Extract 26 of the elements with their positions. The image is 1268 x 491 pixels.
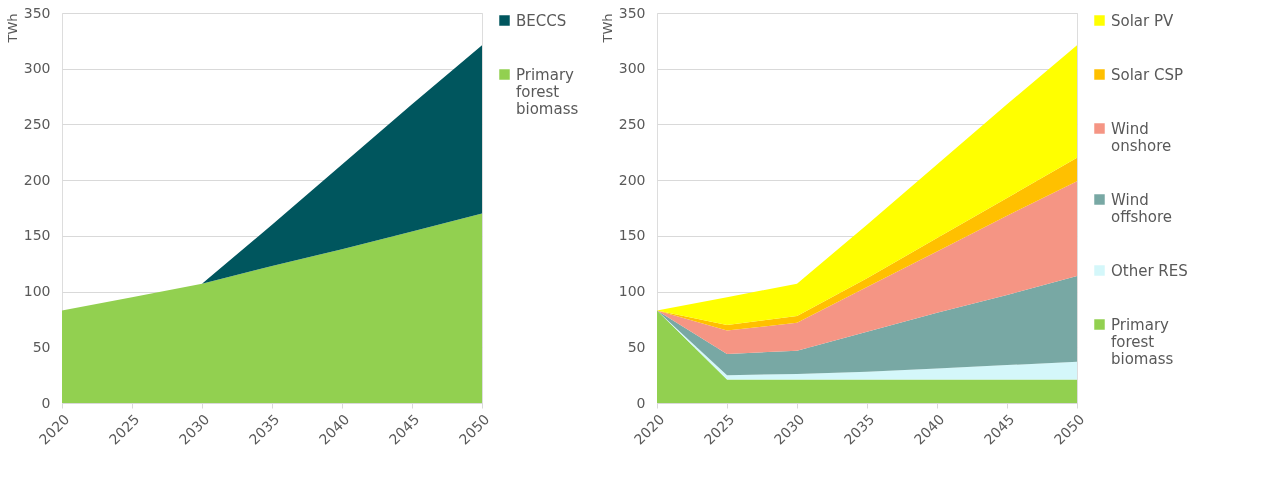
y-tick-label: 250 [618,115,646,132]
legend-label: Solar PV [1111,11,1175,30]
legend-label: BECCS [516,11,567,30]
y-tick-label: 350 [618,4,646,21]
legend-label: Wind offshore [1111,190,1173,226]
y-tick-label: 50 [627,338,646,355]
y-axis-title: TWh [4,13,20,44]
y-tick-label: 250 [23,115,51,132]
legend-label: Wind onshore [1111,119,1172,155]
y-tick-label: 300 [23,60,51,77]
y-tick-label: 0 [636,394,646,411]
y-tick-label: 100 [23,283,51,300]
legend-label: Other RES [1111,261,1188,280]
legend-label: Solar CSP [1111,65,1184,84]
y-axis-title: TWh [599,13,615,44]
y-tick-label: 100 [618,283,646,300]
y-tick-label: 150 [618,227,646,244]
y-tick-label: 200 [618,171,646,188]
y-tick-label: 350 [23,4,51,21]
y-tick-label: 50 [32,338,51,355]
y-tick-label: 150 [23,227,51,244]
legend-label: Primary forest biomass [516,65,579,118]
legend-label: Primary forest biomass [1111,315,1174,368]
y-tick-label: 300 [618,60,646,77]
y-tick-label: 200 [23,171,51,188]
y-tick-label: 0 [41,394,51,411]
